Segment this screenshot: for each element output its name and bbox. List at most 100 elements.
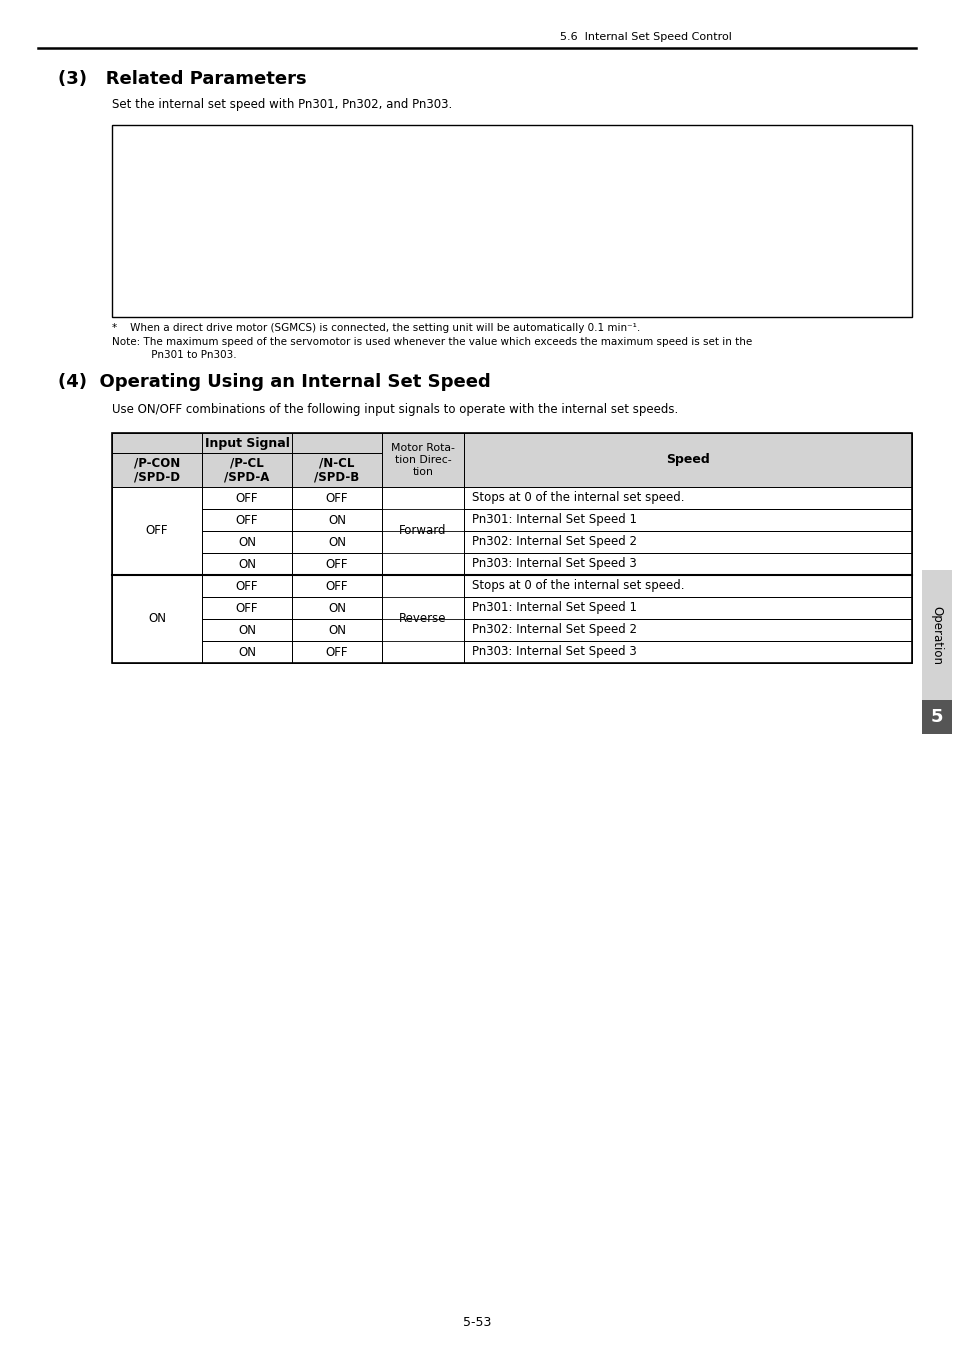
Bar bbox=[112, 252, 180, 317]
Text: ON: ON bbox=[237, 558, 255, 571]
Bar bbox=[463, 575, 911, 597]
Text: Classification: Classification bbox=[779, 131, 852, 140]
Text: ON: ON bbox=[328, 536, 346, 548]
Bar bbox=[180, 231, 325, 252]
Bar bbox=[444, 275, 579, 296]
Bar bbox=[579, 147, 720, 167]
Bar bbox=[202, 509, 292, 531]
Text: Internal Set Speed 2: Internal Set Speed 2 bbox=[186, 193, 307, 207]
Bar bbox=[720, 126, 911, 147]
Bar bbox=[180, 296, 325, 317]
Bar bbox=[112, 126, 911, 317]
Text: Stops at 0 of the internal set speed.: Stops at 0 of the internal set speed. bbox=[472, 579, 684, 593]
Text: OFF: OFF bbox=[235, 513, 258, 526]
Bar bbox=[463, 433, 911, 487]
Text: Speed: Speed bbox=[476, 194, 509, 205]
Bar bbox=[112, 433, 381, 454]
Text: 5.6  Internal Set Speed Control: 5.6 Internal Set Speed Control bbox=[559, 32, 731, 42]
Text: Setting Range: Setting Range bbox=[208, 153, 296, 162]
Bar bbox=[381, 575, 463, 663]
Text: Speed: Speed bbox=[665, 454, 709, 467]
Text: ON: ON bbox=[237, 624, 255, 636]
Text: Pn303: Internal Set Speed 3: Pn303: Internal Set Speed 3 bbox=[472, 645, 636, 659]
Bar bbox=[325, 211, 444, 231]
Bar bbox=[292, 531, 381, 554]
Text: Forward: Forward bbox=[399, 525, 446, 537]
Text: 5: 5 bbox=[930, 707, 943, 726]
Text: *    When a direct drive motor (SGMCS) is connected, the setting unit will be au: * When a direct drive motor (SGMCS) is c… bbox=[112, 323, 639, 333]
Bar bbox=[202, 531, 292, 554]
Bar bbox=[444, 296, 579, 317]
Bar bbox=[112, 487, 202, 575]
Bar bbox=[112, 575, 202, 663]
Bar bbox=[112, 189, 180, 252]
Bar bbox=[579, 167, 720, 189]
Bar bbox=[292, 597, 381, 620]
Text: Operation: Operation bbox=[929, 606, 943, 664]
Bar bbox=[112, 454, 202, 487]
Bar bbox=[292, 487, 381, 509]
Bar bbox=[579, 231, 720, 252]
Text: 200: 200 bbox=[501, 235, 523, 248]
Bar bbox=[180, 126, 720, 147]
Text: OFF: OFF bbox=[235, 602, 258, 614]
Text: Immediately: Immediately bbox=[612, 300, 686, 312]
Text: Pn301: Internal Set Speed 1: Pn301: Internal Set Speed 1 bbox=[472, 602, 637, 614]
Text: 1 min⁻¹: 1 min⁻¹ bbox=[362, 300, 407, 312]
Bar bbox=[470, 256, 516, 271]
Bar bbox=[112, 433, 911, 663]
Bar bbox=[463, 641, 911, 663]
Bar bbox=[463, 487, 911, 509]
Text: 100: 100 bbox=[501, 171, 523, 185]
Text: (3)   Related Parameters: (3) Related Parameters bbox=[58, 70, 306, 88]
Bar bbox=[180, 275, 325, 296]
Text: 1 min⁻¹: 1 min⁻¹ bbox=[362, 171, 407, 185]
Text: ON: ON bbox=[237, 645, 255, 659]
Text: ON: ON bbox=[237, 536, 255, 548]
Text: Immediately: Immediately bbox=[612, 171, 686, 185]
Bar bbox=[720, 296, 911, 317]
Bar bbox=[720, 167, 911, 189]
Text: Internal Set Speed 3: Internal Set Speed 3 bbox=[186, 258, 306, 270]
Bar bbox=[720, 252, 911, 275]
Bar bbox=[921, 570, 951, 701]
Bar bbox=[579, 211, 720, 231]
Bar bbox=[202, 575, 292, 597]
Text: Setting Unit*: Setting Unit* bbox=[344, 279, 425, 290]
Bar bbox=[292, 454, 381, 487]
Bar bbox=[202, 641, 292, 663]
Text: 0 to 10000: 0 to 10000 bbox=[220, 235, 284, 248]
Bar bbox=[292, 554, 381, 575]
Bar bbox=[470, 193, 516, 207]
Text: Setting Range: Setting Range bbox=[208, 279, 296, 290]
Text: OFF: OFF bbox=[325, 645, 348, 659]
Bar bbox=[444, 147, 579, 167]
Bar bbox=[202, 454, 292, 487]
Bar bbox=[381, 433, 463, 487]
Bar bbox=[444, 211, 579, 231]
Text: Reverse: Reverse bbox=[399, 613, 446, 625]
Bar bbox=[720, 211, 911, 231]
Bar bbox=[292, 620, 381, 641]
Text: (4)  Operating Using an Internal Set Speed: (4) Operating Using an Internal Set Spee… bbox=[58, 373, 490, 391]
Text: Pn303: Internal Set Speed 3: Pn303: Internal Set Speed 3 bbox=[472, 558, 636, 571]
Bar bbox=[579, 296, 720, 317]
Text: Factory Setting: Factory Setting bbox=[464, 153, 560, 162]
Text: Setting Unit*: Setting Unit* bbox=[344, 153, 425, 162]
Bar bbox=[180, 252, 720, 275]
Text: 1 min⁻¹: 1 min⁻¹ bbox=[362, 235, 407, 248]
Text: Setup: Setup bbox=[798, 235, 832, 248]
Text: /P-CON
/SPD-D: /P-CON /SPD-D bbox=[133, 456, 180, 485]
Bar bbox=[202, 554, 292, 575]
Bar bbox=[463, 554, 911, 575]
Bar bbox=[463, 509, 911, 531]
Text: OFF: OFF bbox=[325, 491, 348, 505]
Text: Setup: Setup bbox=[798, 171, 832, 185]
Text: When Enabled: When Enabled bbox=[604, 153, 694, 162]
Text: Setting Unit*: Setting Unit* bbox=[344, 216, 425, 225]
Bar bbox=[292, 509, 381, 531]
Text: 0 to 10000: 0 to 10000 bbox=[220, 300, 284, 312]
Bar bbox=[180, 147, 325, 167]
Bar bbox=[463, 620, 911, 641]
Text: 0 to 10000: 0 to 10000 bbox=[220, 171, 284, 185]
